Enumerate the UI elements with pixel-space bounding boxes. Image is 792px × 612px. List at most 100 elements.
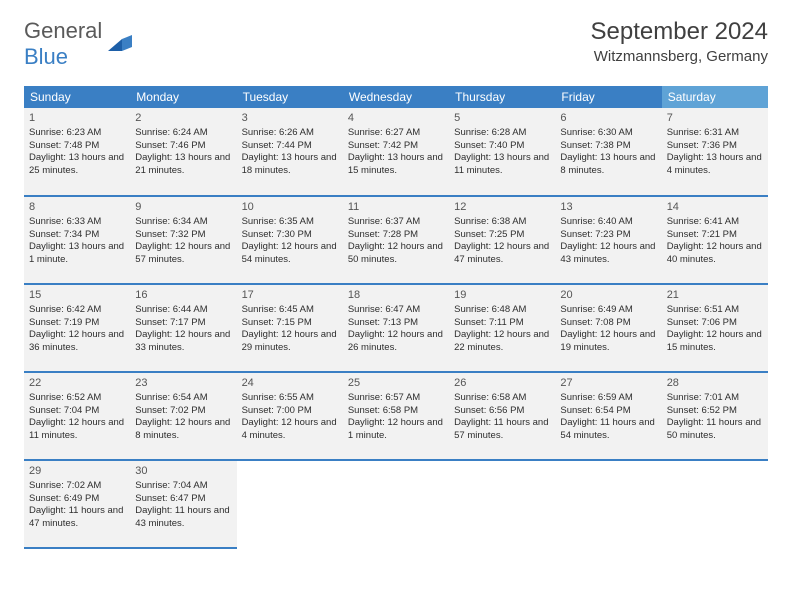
sunset-text: Sunset: 7:42 PM: [348, 140, 444, 153]
daylight-text: Daylight: 12 hours and 47 minutes.: [454, 241, 550, 267]
calendar-cell: 12Sunrise: 6:38 AMSunset: 7:25 PMDayligh…: [449, 196, 555, 284]
sunset-text: Sunset: 7:32 PM: [135, 229, 231, 242]
sunrise-text: Sunrise: 6:27 AM: [348, 127, 444, 140]
calendar-cell: 11Sunrise: 6:37 AMSunset: 7:28 PMDayligh…: [343, 196, 449, 284]
title-block: September 2024 Witzmannsberg, Germany: [591, 18, 768, 65]
daylight-text: Daylight: 12 hours and 15 minutes.: [667, 329, 763, 355]
sunset-text: Sunset: 7:06 PM: [667, 317, 763, 330]
sunset-text: Sunset: 7:28 PM: [348, 229, 444, 242]
sunset-text: Sunset: 6:52 PM: [667, 405, 763, 418]
sunrise-text: Sunrise: 6:24 AM: [135, 127, 231, 140]
sunset-text: Sunset: 7:25 PM: [454, 229, 550, 242]
daylight-text: Daylight: 13 hours and 15 minutes.: [348, 152, 444, 178]
sunset-text: Sunset: 7:04 PM: [29, 405, 125, 418]
brand-part1: General: [24, 18, 102, 43]
calendar-cell: 17Sunrise: 6:45 AMSunset: 7:15 PMDayligh…: [237, 284, 343, 372]
sunrise-text: Sunrise: 6:54 AM: [135, 392, 231, 405]
calendar-cell: 24Sunrise: 6:55 AMSunset: 7:00 PMDayligh…: [237, 372, 343, 460]
sunset-text: Sunset: 7:48 PM: [29, 140, 125, 153]
sunrise-text: Sunrise: 6:52 AM: [29, 392, 125, 405]
sunset-text: Sunset: 7:46 PM: [135, 140, 231, 153]
daylight-text: Daylight: 11 hours and 54 minutes.: [560, 417, 656, 443]
daylight-text: Daylight: 13 hours and 8 minutes.: [560, 152, 656, 178]
calendar-cell: 6Sunrise: 6:30 AMSunset: 7:38 PMDaylight…: [555, 108, 661, 196]
weekday-header: Friday: [555, 86, 661, 108]
sunrise-text: Sunrise: 6:51 AM: [667, 304, 763, 317]
sunset-text: Sunset: 7:21 PM: [667, 229, 763, 242]
daylight-text: Daylight: 12 hours and 29 minutes.: [242, 329, 338, 355]
day-number: 12: [454, 200, 550, 215]
sunset-text: Sunset: 7:19 PM: [29, 317, 125, 330]
day-number: 22: [29, 376, 125, 391]
weekday-header: Saturday: [662, 86, 768, 108]
daylight-text: Daylight: 13 hours and 18 minutes.: [242, 152, 338, 178]
calendar-cell: 20Sunrise: 6:49 AMSunset: 7:08 PMDayligh…: [555, 284, 661, 372]
sunrise-text: Sunrise: 6:45 AM: [242, 304, 338, 317]
day-number: 2: [135, 111, 231, 126]
calendar-cell: 29Sunrise: 7:02 AMSunset: 6:49 PMDayligh…: [24, 460, 130, 548]
calendar-cell: 21Sunrise: 6:51 AMSunset: 7:06 PMDayligh…: [662, 284, 768, 372]
calendar-cell: 30Sunrise: 7:04 AMSunset: 6:47 PMDayligh…: [130, 460, 236, 548]
calendar-cell: 18Sunrise: 6:47 AMSunset: 7:13 PMDayligh…: [343, 284, 449, 372]
day-number: 30: [135, 464, 231, 479]
daylight-text: Daylight: 12 hours and 54 minutes.: [242, 241, 338, 267]
calendar-cell: [449, 460, 555, 548]
daylight-text: Daylight: 12 hours and 50 minutes.: [348, 241, 444, 267]
sunset-text: Sunset: 7:02 PM: [135, 405, 231, 418]
sunset-text: Sunset: 7:17 PM: [135, 317, 231, 330]
daylight-text: Daylight: 12 hours and 40 minutes.: [667, 241, 763, 267]
day-number: 14: [667, 200, 763, 215]
daylight-text: Daylight: 12 hours and 22 minutes.: [454, 329, 550, 355]
sunset-text: Sunset: 6:54 PM: [560, 405, 656, 418]
daylight-text: Daylight: 11 hours and 50 minutes.: [667, 417, 763, 443]
day-number: 10: [242, 200, 338, 215]
sunset-text: Sunset: 7:15 PM: [242, 317, 338, 330]
daylight-text: Daylight: 12 hours and 33 minutes.: [135, 329, 231, 355]
month-title: September 2024: [591, 18, 768, 46]
calendar-cell: 7Sunrise: 6:31 AMSunset: 7:36 PMDaylight…: [662, 108, 768, 196]
sunrise-text: Sunrise: 6:47 AM: [348, 304, 444, 317]
day-number: 20: [560, 288, 656, 303]
sunset-text: Sunset: 7:36 PM: [667, 140, 763, 153]
day-number: 11: [348, 200, 444, 215]
calendar-cell: [343, 460, 449, 548]
sunrise-text: Sunrise: 6:23 AM: [29, 127, 125, 140]
weekday-header: Tuesday: [237, 86, 343, 108]
daylight-text: Daylight: 11 hours and 47 minutes.: [29, 505, 125, 531]
day-number: 17: [242, 288, 338, 303]
calendar-cell: 2Sunrise: 6:24 AMSunset: 7:46 PMDaylight…: [130, 108, 236, 196]
calendar-cell: [237, 460, 343, 548]
calendar-row: 22Sunrise: 6:52 AMSunset: 7:04 PMDayligh…: [24, 372, 768, 460]
calendar-cell: 10Sunrise: 6:35 AMSunset: 7:30 PMDayligh…: [237, 196, 343, 284]
sunrise-text: Sunrise: 6:58 AM: [454, 392, 550, 405]
day-number: 8: [29, 200, 125, 215]
calendar-table: SundayMondayTuesdayWednesdayThursdayFrid…: [24, 86, 768, 549]
calendar-cell: 26Sunrise: 6:58 AMSunset: 6:56 PMDayligh…: [449, 372, 555, 460]
calendar-cell: 4Sunrise: 6:27 AMSunset: 7:42 PMDaylight…: [343, 108, 449, 196]
daylight-text: Daylight: 13 hours and 4 minutes.: [667, 152, 763, 178]
day-number: 25: [348, 376, 444, 391]
sunrise-text: Sunrise: 7:01 AM: [667, 392, 763, 405]
calendar-cell: 9Sunrise: 6:34 AMSunset: 7:32 PMDaylight…: [130, 196, 236, 284]
location: Witzmannsberg, Germany: [591, 48, 768, 65]
brand-part2: Blue: [24, 44, 68, 69]
calendar-body: 1Sunrise: 6:23 AMSunset: 7:48 PM Daylight…: [24, 108, 768, 548]
calendar-cell: 13Sunrise: 6:40 AMSunset: 7:23 PMDayligh…: [555, 196, 661, 284]
day-number: 15: [29, 288, 125, 303]
calendar-cell: 19Sunrise: 6:48 AMSunset: 7:11 PMDayligh…: [449, 284, 555, 372]
sunset-text: Sunset: 7:40 PM: [454, 140, 550, 153]
sunset-text: Sunset: 7:11 PM: [454, 317, 550, 330]
brand-logo: General Blue: [24, 18, 134, 70]
day-number: 28: [667, 376, 763, 391]
calendar-cell: 8Sunrise: 6:33 AMSunset: 7:34 PMDaylight…: [24, 196, 130, 284]
calendar-cell: 28Sunrise: 7:01 AMSunset: 6:52 PMDayligh…: [662, 372, 768, 460]
daylight-text: Daylight: 12 hours and 11 minutes.: [29, 417, 125, 443]
day-number: 29: [29, 464, 125, 479]
sunset-text: Sunset: 7:00 PM: [242, 405, 338, 418]
day-number: 1: [29, 111, 125, 126]
sunrise-text: Sunrise: 6:30 AM: [560, 127, 656, 140]
day-number: 4: [348, 111, 444, 126]
day-number: 7: [667, 111, 763, 126]
sunset-text: Sunset: 7:30 PM: [242, 229, 338, 242]
day-number: 5: [454, 111, 550, 126]
